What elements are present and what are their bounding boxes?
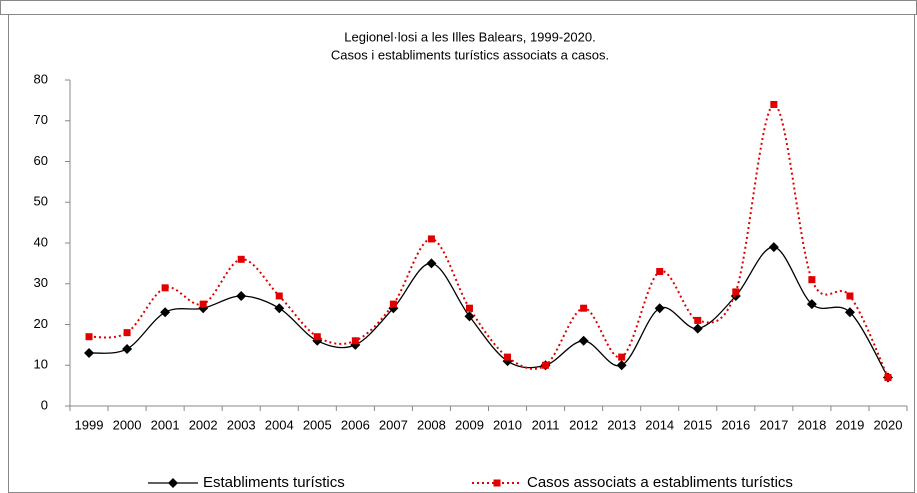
marker	[768, 242, 779, 253]
legend-label: Casos associats a establiments turístics	[527, 474, 793, 491]
marker	[493, 479, 501, 487]
marker	[84, 348, 95, 359]
marker	[427, 235, 435, 243]
y-tick-label: 20	[34, 316, 48, 331]
marker	[426, 258, 437, 269]
marker	[806, 299, 817, 310]
marker	[199, 300, 207, 308]
top-frame	[0, 0, 917, 15]
y-tick-label: 40	[34, 234, 48, 249]
x-tick-label: 2002	[189, 417, 218, 432]
x-tick-label: 2007	[379, 417, 408, 432]
marker	[580, 304, 588, 312]
x-tick-label: 2006	[341, 417, 370, 432]
marker	[236, 290, 247, 301]
y-tick-label: 0	[41, 397, 48, 412]
marker	[656, 268, 664, 276]
marker	[122, 343, 133, 354]
series-line	[88, 246, 889, 378]
x-tick-label: 2004	[265, 417, 294, 432]
x-tick-label: 2008	[417, 417, 446, 432]
y-tick-label: 10	[34, 357, 48, 372]
y-tick-label: 70	[34, 112, 48, 127]
x-tick-label: 2015	[683, 417, 712, 432]
marker	[616, 360, 627, 371]
marker	[732, 288, 740, 296]
marker	[618, 353, 626, 361]
x-tick-label: 2016	[721, 417, 750, 432]
marker	[237, 255, 245, 263]
x-tick-label: 2014	[645, 417, 674, 432]
x-tick-label: 2005	[303, 417, 332, 432]
marker	[578, 335, 589, 346]
y-tick-label: 50	[34, 194, 48, 209]
legend-label: Establiments turístics	[203, 474, 345, 491]
y-tick-label: 60	[34, 153, 48, 168]
marker	[313, 333, 321, 341]
marker	[694, 316, 702, 324]
x-tick-label: 2000	[113, 417, 142, 432]
x-tick-label: 2018	[797, 417, 826, 432]
x-tick-label: 2013	[607, 417, 636, 432]
marker	[770, 100, 778, 108]
marker	[123, 329, 131, 337]
x-tick-label: 2017	[759, 417, 788, 432]
x-tick-label: 2020	[874, 417, 903, 432]
marker	[846, 292, 854, 300]
marker	[160, 307, 171, 318]
x-tick-label: 1999	[75, 417, 104, 432]
chart-subtitle: Casos i establiments turístics associats…	[331, 47, 609, 62]
x-tick-label: 2010	[493, 417, 522, 432]
marker	[351, 337, 359, 345]
y-tick-label: 30	[34, 275, 48, 290]
marker	[808, 276, 816, 284]
x-tick-label: 2003	[227, 417, 256, 432]
marker	[168, 478, 178, 488]
marker	[654, 303, 665, 314]
marker	[884, 373, 892, 381]
marker	[464, 311, 475, 322]
marker	[465, 304, 473, 312]
marker	[692, 323, 703, 334]
x-tick-label: 2019	[835, 417, 864, 432]
chart-title: Legionel·losi a les Illes Balears, 1999-…	[344, 29, 596, 44]
marker	[275, 292, 283, 300]
marker	[389, 300, 397, 308]
marker	[85, 333, 93, 341]
marker	[274, 303, 285, 314]
marker	[844, 307, 855, 318]
x-tick-label: 2001	[151, 417, 180, 432]
marker	[161, 284, 169, 292]
x-tick-label: 2011	[532, 417, 560, 432]
y-tick-label: 80	[34, 71, 48, 86]
x-tick-label: 2009	[455, 417, 484, 432]
marker	[542, 361, 550, 369]
x-tick-label: 2012	[569, 417, 598, 432]
marker	[504, 353, 512, 361]
